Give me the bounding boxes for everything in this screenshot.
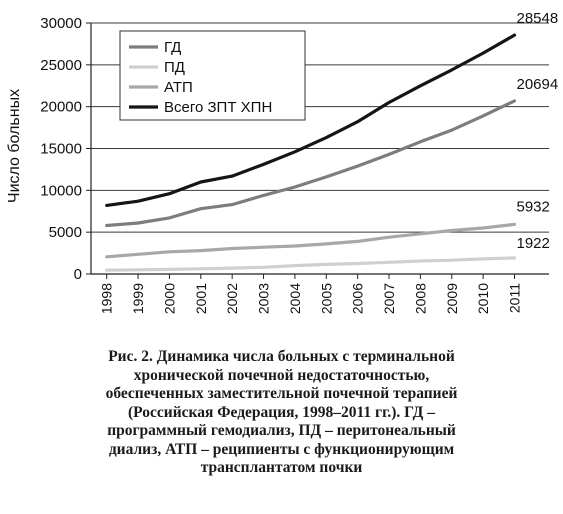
end-value-labels: 20694 1922 5932 28548 <box>516 10 558 252</box>
x-tick-label: 2000 <box>161 283 177 314</box>
x-tick-label: 2010 <box>475 283 491 314</box>
axes <box>90 23 549 275</box>
series-lines <box>105 33 517 272</box>
y-tick-label: 10000 <box>40 182 82 199</box>
legend-entry: ГД <box>164 39 181 56</box>
legend-entry: АТП <box>164 79 193 96</box>
y-tick-label: 15000 <box>40 141 82 158</box>
series-line <box>105 33 517 207</box>
x-tick-label: 1999 <box>130 283 146 314</box>
end-value-label: 1922 <box>516 235 549 252</box>
series-line <box>105 256 517 272</box>
x-tick-label: 2002 <box>224 283 240 314</box>
y-tick-label: 30000 <box>40 15 82 32</box>
line-chart: 0 5000 10000 15000 20000 25000 30000 1998 1999 2… <box>6 10 558 314</box>
x-tick-label: 2005 <box>318 283 334 314</box>
y-tick-label: 20000 <box>40 99 82 116</box>
end-value-label: 28548 <box>516 10 558 27</box>
x-tick-label: 2011 <box>506 283 522 313</box>
x-tick-label: 2009 <box>444 283 460 314</box>
y-tick-label: 0 <box>74 266 82 283</box>
figure-caption: Рис. 2. Динамика числа больных с термина… <box>105 348 458 476</box>
end-value-label: 20694 <box>516 76 558 93</box>
legend-entry: ПД <box>164 59 185 76</box>
series-line <box>105 222 517 259</box>
x-tick-label: 2008 <box>412 283 428 314</box>
legend-entry: Всего ЗПТ ХПН <box>164 99 272 116</box>
x-tick-label: 2003 <box>256 283 272 314</box>
x-axis-ticks: 1998 1999 2000 2001 2002 2003 2004 2005 2006 2007… <box>99 274 522 314</box>
y-tick-label: 5000 <box>49 224 82 241</box>
end-value-label: 5932 <box>516 198 549 215</box>
series-line <box>105 99 517 228</box>
x-tick-label: 2001 <box>193 283 209 314</box>
y-tick-label: 25000 <box>40 57 82 74</box>
x-tick-label: 2007 <box>381 283 397 314</box>
x-tick-label: 2004 <box>287 283 303 314</box>
x-tick-label: 1998 <box>99 283 115 314</box>
x-tick-label: 2006 <box>350 283 366 314</box>
y-axis-label: Число больных <box>6 89 23 203</box>
y-axis-ticks: 0 5000 10000 15000 20000 25000 30000 <box>40 15 91 283</box>
legend: ГД ПД АТП Всего ЗПТ ХПН <box>119 30 306 121</box>
